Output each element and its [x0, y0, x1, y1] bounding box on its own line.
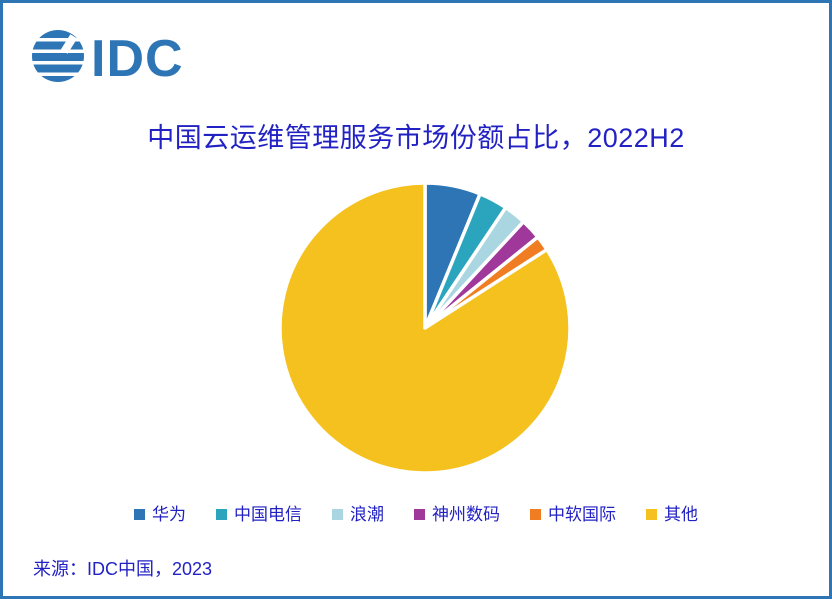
- legend-label: 中软国际: [548, 505, 616, 524]
- legend-item-华为: 华为: [134, 506, 186, 523]
- legend-item-中国电信: 中国电信: [216, 506, 302, 523]
- legend-label: 神州数码: [432, 505, 500, 524]
- chart-title: 中国云运维管理服务市场份额占比，2022H2: [147, 123, 685, 153]
- idc-logo-text: IDC: [91, 29, 184, 88]
- legend-label: 浪潮: [350, 505, 384, 524]
- legend-marker: [414, 509, 425, 520]
- legend-marker: [216, 509, 227, 520]
- legend-marker: [530, 509, 541, 520]
- legend-marker: [134, 509, 145, 520]
- legend-label: 华为: [152, 505, 186, 524]
- legend-marker: [332, 509, 343, 520]
- legend-label: 中国电信: [234, 505, 302, 524]
- legend-label: 其他: [664, 505, 698, 524]
- legend-item-浪潮: 浪潮: [332, 506, 384, 523]
- legend-item-其他: 其他: [646, 506, 698, 523]
- source-note: 来源：IDC中国，2023: [33, 559, 213, 579]
- idc-logo: IDC: [31, 29, 184, 88]
- legend-item-神州数码: 神州数码: [414, 506, 500, 523]
- legend-marker: [646, 509, 657, 520]
- pie-chart: [275, 178, 575, 478]
- legend-item-中软国际: 中软国际: [530, 506, 616, 523]
- legend: 华为 中国电信 浪潮 神州数码 中软国际 其他: [3, 506, 829, 523]
- pie-slice-其他: [278, 181, 572, 475]
- idc-globe-icon: [31, 29, 85, 88]
